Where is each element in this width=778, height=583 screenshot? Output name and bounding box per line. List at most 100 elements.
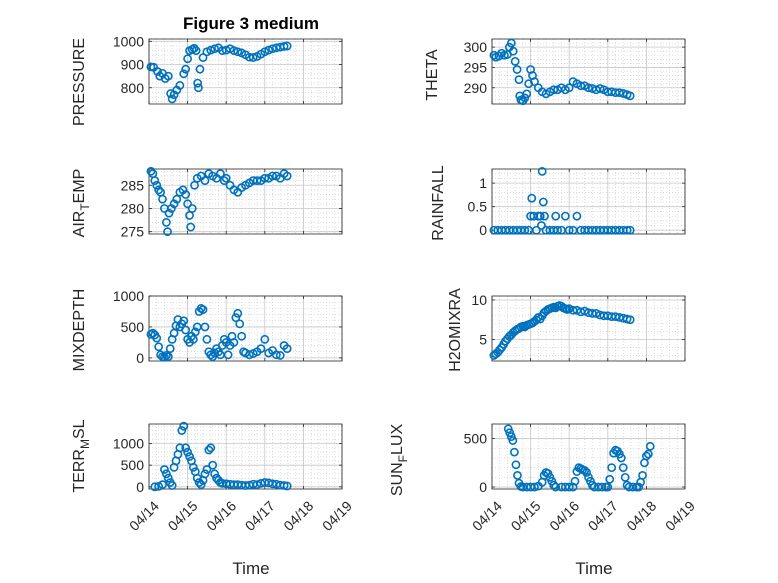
data-point xyxy=(643,449,653,459)
ylabel-suffix: SL xyxy=(71,419,88,439)
data-point xyxy=(189,43,199,53)
y-tick-label: 300 xyxy=(464,39,488,55)
data-point xyxy=(167,481,177,490)
data-point xyxy=(200,176,210,186)
figure-title: Figure 3 medium xyxy=(183,14,319,33)
data-point xyxy=(237,331,247,341)
data-point xyxy=(510,56,520,66)
ylabel-main: AIR xyxy=(71,211,88,238)
data-point xyxy=(181,190,191,199)
y-tick-label: 900 xyxy=(121,57,145,73)
data-point xyxy=(229,46,239,56)
data-point xyxy=(191,46,201,56)
data-point xyxy=(146,166,156,176)
data-point xyxy=(185,452,194,461)
data-point xyxy=(264,45,274,55)
data-point xyxy=(603,482,613,492)
data-point xyxy=(282,41,292,51)
data-point xyxy=(622,480,632,490)
data-point xyxy=(508,436,518,445)
data-point xyxy=(645,441,655,451)
data-point xyxy=(206,443,216,453)
data-point xyxy=(625,225,635,235)
axes-frame xyxy=(491,423,686,490)
data-point xyxy=(527,193,537,203)
ylabel-subscript: T xyxy=(78,203,92,211)
data-point xyxy=(531,225,541,235)
data-point xyxy=(584,83,593,93)
ylabel-air-temp: AIRTEMP xyxy=(71,169,92,238)
data-point xyxy=(587,309,597,318)
data-point xyxy=(282,171,292,181)
data-point xyxy=(489,50,499,60)
data-point xyxy=(607,463,617,473)
data-point xyxy=(268,44,277,54)
data-point xyxy=(231,313,241,323)
data-point xyxy=(268,171,277,181)
axes-4: 0 500 1000 xyxy=(113,288,343,366)
data-point xyxy=(179,69,189,79)
data-point xyxy=(595,84,605,93)
ylabel-terr-msl: TERRMSL xyxy=(71,419,92,492)
data-point xyxy=(580,466,590,475)
data-point xyxy=(187,204,197,213)
data-point xyxy=(153,67,162,76)
data-point xyxy=(206,45,216,55)
y-tick-label: 5 xyxy=(479,332,487,348)
y-tick-label: 500 xyxy=(464,431,488,447)
data-point xyxy=(540,211,549,221)
subplot-theta: THETA xyxy=(424,49,441,101)
data-point xyxy=(535,211,545,221)
data-point xyxy=(513,471,522,480)
xlabel-right: Time xyxy=(575,559,612,578)
data-point xyxy=(530,77,539,87)
data-point xyxy=(252,480,262,490)
data-point xyxy=(163,473,173,483)
ylabel-suffix: LUX xyxy=(389,424,406,455)
subplot-air-temp: AIRTEMP xyxy=(71,169,92,238)
y-tick-label: 1 xyxy=(479,175,487,191)
data-point xyxy=(183,54,192,64)
data-point xyxy=(163,71,173,81)
data-point xyxy=(614,313,624,322)
y-tick-label: 1000 xyxy=(113,33,144,49)
data-point xyxy=(248,53,258,62)
ylabel-main: MIXDEPTH xyxy=(71,289,88,372)
ylabel-sun-flux: SUNFLUX xyxy=(389,424,410,497)
xlabel-left: Time xyxy=(232,559,269,578)
data-point xyxy=(620,472,630,482)
data-point xyxy=(154,185,164,195)
y-tick-label: 500 xyxy=(121,319,145,335)
data-point xyxy=(551,482,561,492)
subplot-h2omixra: H2OMIXRA xyxy=(447,288,464,372)
data-point xyxy=(181,64,191,74)
data-point xyxy=(538,197,548,207)
y-tick-label: 280 xyxy=(121,200,145,216)
ylabel-rainfall: RAINFALL xyxy=(430,165,447,241)
data-point xyxy=(512,65,522,74)
data-point xyxy=(161,217,171,227)
data-point xyxy=(282,481,292,491)
data-point xyxy=(160,465,169,474)
data-point xyxy=(537,221,546,230)
data-point xyxy=(161,469,171,479)
data-point xyxy=(196,480,206,490)
data-point xyxy=(628,482,638,492)
axes-1: 290 295 300 xyxy=(464,38,686,106)
data-point xyxy=(564,482,574,492)
ylabel-main: PRESSURE xyxy=(71,38,88,126)
data-point xyxy=(200,469,210,479)
data-point xyxy=(183,199,192,209)
data-point xyxy=(576,81,586,91)
data-point xyxy=(634,482,644,492)
data-point xyxy=(611,312,620,322)
data-point xyxy=(177,426,187,435)
data-point xyxy=(530,482,539,492)
data-point xyxy=(204,445,214,455)
data-point xyxy=(150,482,160,492)
axes-frame xyxy=(491,295,686,362)
axes-frame xyxy=(491,38,686,105)
data-point xyxy=(582,468,591,477)
data-point xyxy=(194,83,203,93)
